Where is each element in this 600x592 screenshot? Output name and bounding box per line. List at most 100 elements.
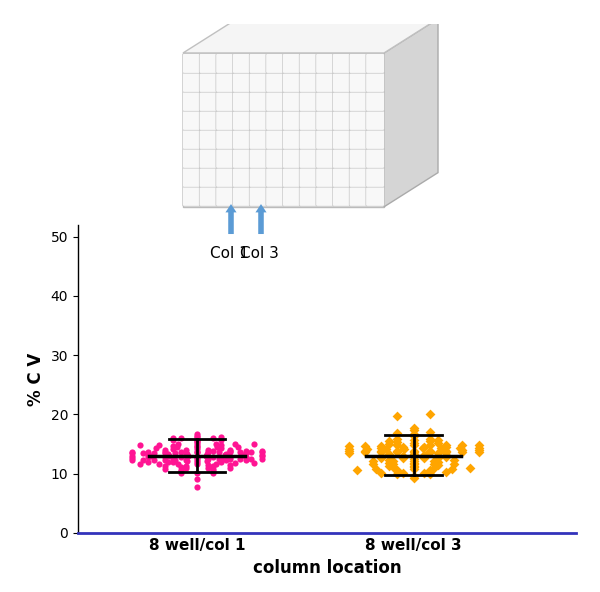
FancyBboxPatch shape (332, 186, 351, 206)
FancyBboxPatch shape (199, 92, 218, 111)
Point (127, 451, 137, 461)
Point (182, 457, 192, 466)
Point (392, 435, 402, 444)
Point (192, 435, 202, 445)
Point (209, 462, 218, 471)
Point (192, 447, 202, 456)
Point (247, 454, 256, 464)
Point (203, 448, 213, 457)
Point (433, 458, 443, 467)
Point (257, 450, 267, 459)
Point (149, 448, 158, 458)
Point (176, 452, 185, 462)
FancyBboxPatch shape (266, 186, 284, 206)
FancyBboxPatch shape (182, 186, 201, 206)
Point (203, 464, 213, 473)
Point (192, 444, 202, 453)
Point (192, 455, 202, 464)
Point (409, 432, 418, 441)
Point (202, 451, 211, 460)
Point (181, 448, 191, 458)
Point (433, 439, 443, 448)
FancyBboxPatch shape (266, 168, 284, 187)
FancyBboxPatch shape (332, 130, 351, 149)
Point (466, 464, 475, 473)
FancyBboxPatch shape (299, 92, 318, 111)
Point (441, 440, 451, 450)
Point (164, 451, 174, 461)
Point (409, 446, 418, 455)
Point (172, 443, 182, 452)
Point (173, 440, 183, 449)
FancyBboxPatch shape (182, 130, 201, 149)
FancyBboxPatch shape (299, 54, 318, 73)
Point (385, 461, 394, 471)
Point (168, 442, 178, 451)
Point (160, 445, 169, 455)
FancyBboxPatch shape (283, 54, 301, 73)
Point (409, 430, 418, 439)
Point (441, 452, 451, 462)
Point (143, 453, 153, 462)
Point (474, 445, 484, 455)
Point (376, 443, 386, 452)
FancyBboxPatch shape (299, 168, 318, 187)
FancyBboxPatch shape (216, 54, 235, 73)
FancyBboxPatch shape (366, 54, 385, 73)
FancyBboxPatch shape (316, 111, 334, 130)
FancyBboxPatch shape (182, 111, 201, 130)
Point (217, 453, 226, 463)
Point (441, 467, 451, 477)
Point (209, 468, 218, 478)
Point (230, 459, 240, 468)
Point (458, 445, 467, 455)
FancyBboxPatch shape (233, 54, 251, 73)
Point (136, 459, 145, 469)
Point (183, 451, 193, 461)
Point (170, 455, 180, 465)
Point (192, 437, 202, 447)
Point (409, 436, 418, 445)
Point (425, 436, 434, 446)
Point (138, 456, 148, 465)
Point (136, 440, 145, 449)
Point (221, 456, 231, 465)
Point (376, 451, 386, 461)
Point (368, 459, 378, 469)
Point (160, 464, 169, 474)
FancyBboxPatch shape (199, 149, 218, 168)
Point (202, 449, 212, 459)
FancyBboxPatch shape (366, 73, 385, 92)
FancyBboxPatch shape (332, 54, 351, 73)
Point (474, 440, 484, 449)
FancyBboxPatch shape (249, 73, 268, 92)
Point (214, 448, 224, 457)
Point (409, 471, 418, 481)
Point (446, 464, 457, 473)
Point (146, 451, 155, 461)
Point (181, 455, 191, 465)
Point (371, 465, 380, 474)
Point (176, 433, 185, 443)
Point (217, 440, 226, 450)
Point (225, 445, 235, 454)
Point (400, 444, 409, 453)
Polygon shape (183, 19, 438, 53)
Point (344, 442, 353, 451)
FancyBboxPatch shape (332, 73, 351, 92)
Point (217, 457, 226, 466)
FancyBboxPatch shape (299, 186, 318, 206)
Point (160, 455, 169, 465)
Point (160, 452, 169, 462)
Point (225, 454, 235, 464)
Point (392, 411, 402, 420)
Point (217, 443, 226, 453)
FancyBboxPatch shape (233, 73, 251, 92)
Point (192, 475, 202, 484)
Point (163, 457, 173, 466)
Point (425, 446, 434, 455)
Point (212, 442, 222, 452)
Point (398, 451, 407, 461)
Point (168, 458, 178, 467)
Point (192, 482, 202, 491)
